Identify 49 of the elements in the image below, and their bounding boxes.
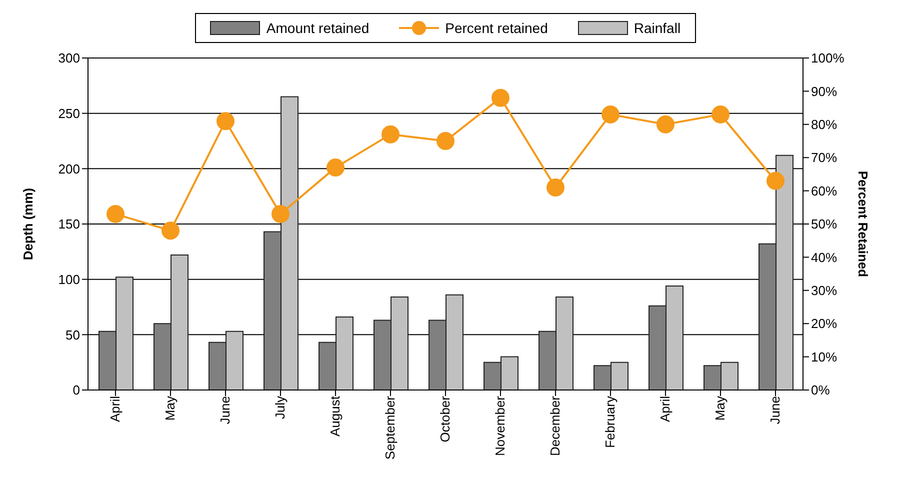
point <box>326 158 344 177</box>
y-tick-label: 150 <box>58 216 80 232</box>
y2-tick-label: 60% <box>811 183 838 198</box>
y-axis-title: Depth (mm) <box>20 188 36 260</box>
x-tick-label: May <box>162 396 178 421</box>
x-tick-label: July <box>272 396 288 420</box>
x-tick-label: October <box>438 395 453 442</box>
y2-tick-label: 10% <box>811 349 838 364</box>
x-tick-label: November <box>492 395 508 456</box>
point <box>382 125 400 144</box>
point <box>656 115 674 134</box>
y2-axis-title: Percent Retained <box>855 170 870 278</box>
y2-tick-label: 80% <box>811 117 838 132</box>
point <box>712 105 730 124</box>
point <box>766 172 784 190</box>
x-tick-label: December <box>548 395 563 456</box>
y-tick-label: 250 <box>58 106 80 121</box>
y2-tick-label: 90% <box>811 84 838 99</box>
point <box>436 132 454 150</box>
y2-tick-label: 100% <box>811 50 845 66</box>
y-tick-label: 200 <box>58 161 80 176</box>
point <box>272 205 290 224</box>
x-tick-label: May <box>712 396 728 421</box>
x-tick-label: June <box>768 396 783 424</box>
point <box>602 105 620 124</box>
y2-tick-label: 0% <box>811 382 830 398</box>
x-tick-label: June <box>218 396 233 424</box>
point <box>546 178 564 196</box>
point <box>106 205 124 224</box>
legend-label: Rainfall <box>634 20 681 36</box>
y2-tick-label: 70% <box>811 150 838 166</box>
point <box>162 222 180 240</box>
x-tick-label: September <box>382 395 398 460</box>
x-tick-label: August <box>328 396 343 436</box>
point <box>216 112 234 130</box>
y-tick-label: 50 <box>66 327 80 342</box>
x-tick-label: February <box>602 396 618 448</box>
y2-tick-label: 40% <box>811 250 838 265</box>
y-tick-label: 300 <box>58 50 80 66</box>
y2-tick-label: 50% <box>811 216 838 232</box>
x-tick-label: April <box>108 396 123 422</box>
legend-label: Amount retained <box>266 20 370 36</box>
legend-label: Percent retained <box>445 20 548 36</box>
y-tick-label: 100 <box>58 272 80 287</box>
y-tick-label: 0 <box>72 382 80 398</box>
y2-tick-label: 20% <box>811 316 838 332</box>
point <box>492 88 510 107</box>
x-tick-label: April <box>658 396 673 422</box>
y2-tick-label: 30% <box>811 283 838 298</box>
